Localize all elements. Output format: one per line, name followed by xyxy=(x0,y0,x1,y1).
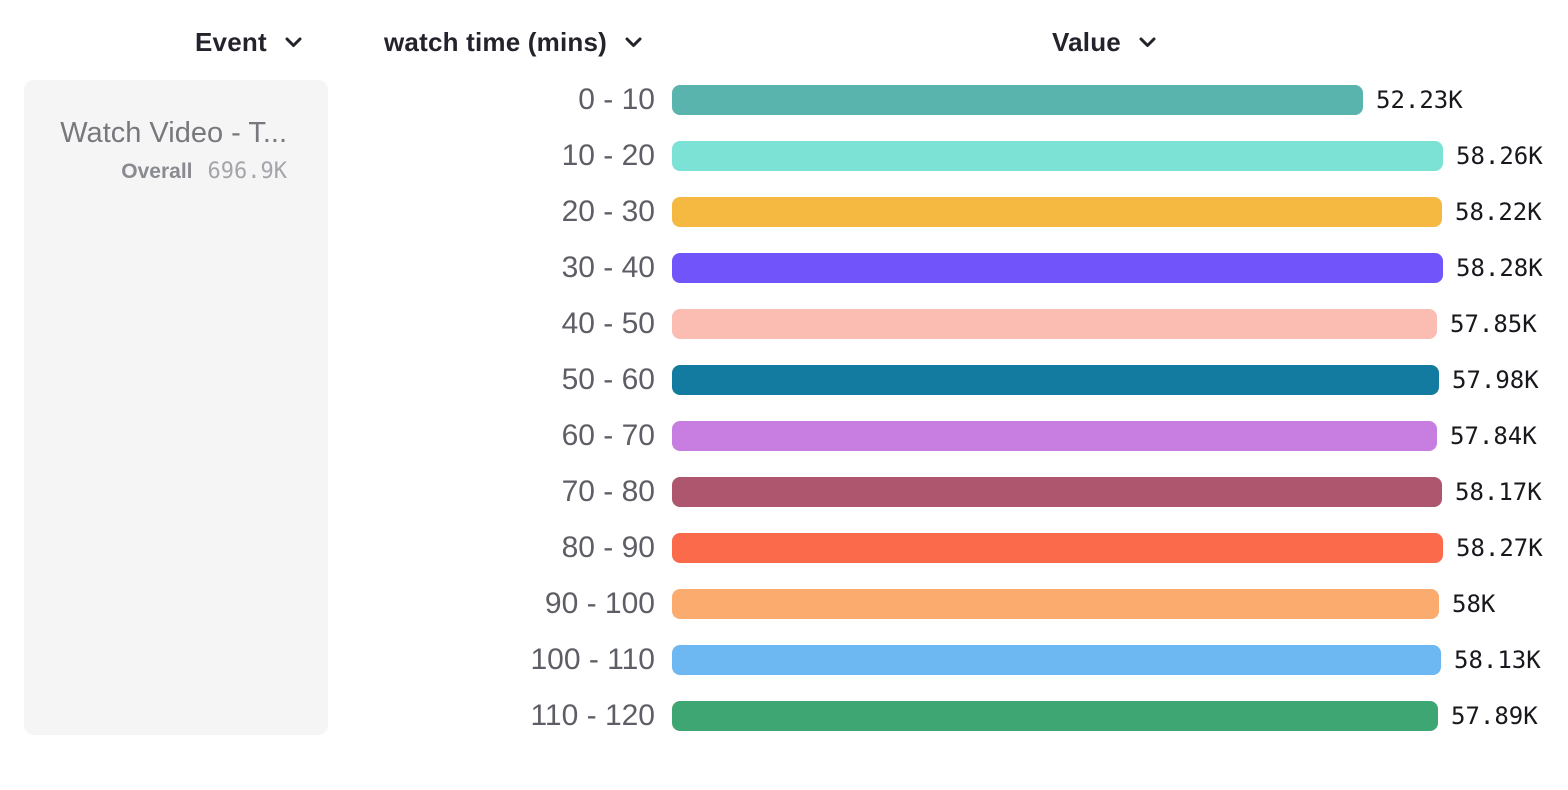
bar-segment[interactable] xyxy=(672,197,1442,227)
bar-row: 20 - 30 58.22K xyxy=(0,184,1568,240)
bar-row: 70 - 80 58.17K xyxy=(0,464,1568,520)
value-label: 58.17K xyxy=(1455,478,1542,506)
category-label: 80 - 90 xyxy=(561,531,655,564)
bar-row: 0 - 10 52.23K xyxy=(0,72,1568,128)
value-column-label: Value xyxy=(1052,26,1121,57)
value-label: 58K xyxy=(1452,590,1496,618)
value-label: 58.28K xyxy=(1456,254,1543,282)
bar-row: 10 - 20 58.26K xyxy=(0,128,1568,184)
event-title: Watch Video - T... xyxy=(60,117,287,149)
event-summary-card[interactable]: Watch Video - T... Overall 696.9K xyxy=(24,80,328,735)
value-label: 58.27K xyxy=(1456,534,1543,562)
breakdown-column-dropdown[interactable]: watch time (mins) xyxy=(384,24,642,60)
breakdown-column-label: watch time (mins) xyxy=(384,26,607,57)
bar-segment[interactable] xyxy=(672,309,1437,339)
chevron-down-icon xyxy=(285,37,302,48)
bar-segment[interactable] xyxy=(672,365,1439,395)
bar-segment[interactable] xyxy=(672,421,1437,451)
bar-segment[interactable] xyxy=(672,477,1442,507)
category-label: 0 - 10 xyxy=(578,83,655,116)
chevron-down-icon xyxy=(625,37,642,48)
bar-segment[interactable] xyxy=(672,141,1443,171)
bar-segment[interactable] xyxy=(672,645,1441,675)
category-label: 110 - 120 xyxy=(530,699,655,732)
category-label: 10 - 20 xyxy=(561,139,655,172)
bar-row: 60 - 70 57.84K xyxy=(0,408,1568,464)
chevron-down-icon xyxy=(1139,37,1156,48)
category-label: 40 - 50 xyxy=(561,307,655,340)
event-column-label: Event xyxy=(195,26,267,57)
value-column-dropdown[interactable]: Value xyxy=(1052,24,1156,60)
value-label: 57.98K xyxy=(1452,366,1539,394)
bar-row: 40 - 50 57.85K xyxy=(0,296,1568,352)
value-label: 58.13K xyxy=(1454,646,1541,674)
bar-row: 100 - 110 58.13K xyxy=(0,632,1568,688)
category-label: 70 - 80 xyxy=(561,475,655,508)
overall-value: 696.9K xyxy=(207,159,287,184)
bar-segment[interactable] xyxy=(672,85,1363,115)
category-label: 60 - 70 xyxy=(561,419,655,452)
overall-label: Overall xyxy=(121,160,193,183)
bar-row: 30 - 40 58.28K xyxy=(0,240,1568,296)
bar-segment[interactable] xyxy=(672,589,1439,619)
bar-row: 80 - 90 58.27K xyxy=(0,520,1568,576)
bar-chart: 0 - 10 52.23K 10 - 20 58.26K 20 - 30 58.… xyxy=(0,72,1568,744)
bar-row: 110 - 120 57.89K xyxy=(0,688,1568,744)
value-label: 57.84K xyxy=(1450,422,1537,450)
event-column-dropdown[interactable]: Event xyxy=(195,24,302,60)
value-label: 58.22K xyxy=(1455,198,1542,226)
value-label: 57.89K xyxy=(1451,702,1538,730)
value-label: 52.23K xyxy=(1376,86,1463,114)
event-overall-row: Overall 696.9K xyxy=(24,159,287,184)
category-label: 30 - 40 xyxy=(561,251,655,284)
bar-segment[interactable] xyxy=(672,701,1438,731)
bar-segment[interactable] xyxy=(672,253,1443,283)
category-label: 50 - 60 xyxy=(561,363,655,396)
bar-row: 50 - 60 57.98K xyxy=(0,352,1568,408)
bar-row: 90 - 100 58K xyxy=(0,576,1568,632)
value-label: 57.85K xyxy=(1450,310,1537,338)
bar-segment[interactable] xyxy=(672,533,1443,563)
category-label: 20 - 30 xyxy=(561,195,655,228)
category-label: 100 - 110 xyxy=(530,643,655,676)
category-label: 90 - 100 xyxy=(544,587,655,620)
value-label: 58.26K xyxy=(1456,142,1543,170)
